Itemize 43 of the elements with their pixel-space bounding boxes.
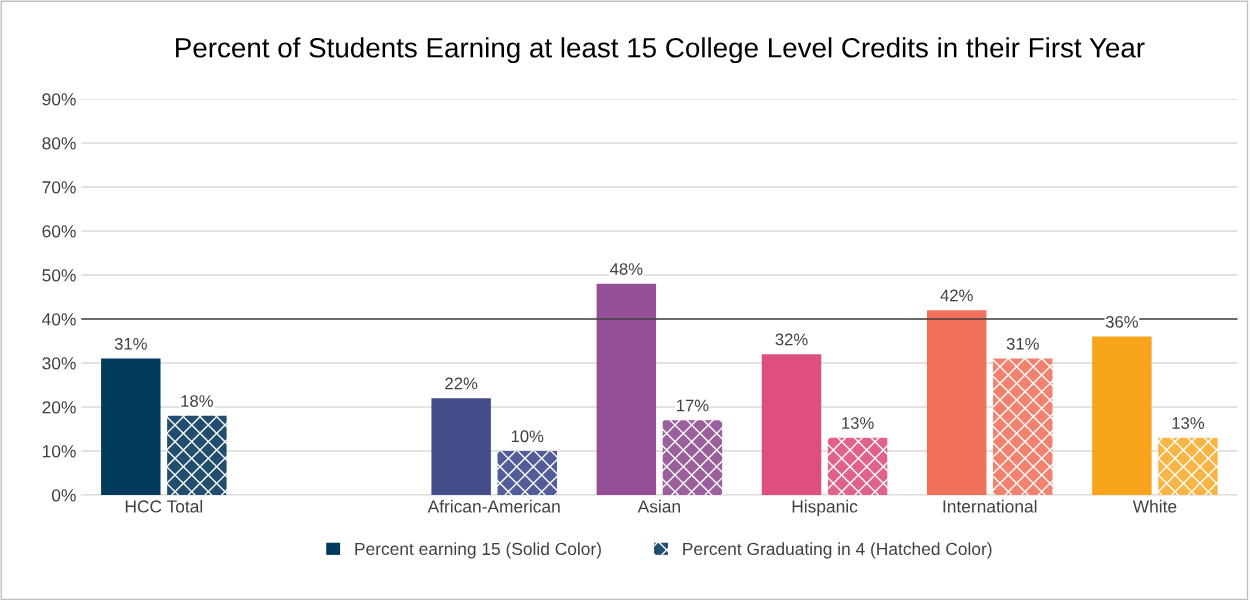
- data-label: 48%: [610, 263, 643, 275]
- bar: [431, 398, 491, 495]
- bar: [1092, 336, 1152, 495]
- bar: [662, 420, 723, 495]
- x-tick-label: International: [943, 499, 1037, 513]
- data-label: 31%: [1006, 337, 1039, 350]
- y-tick-label: 10%: [42, 445, 76, 458]
- bar: [993, 358, 1053, 495]
- bar: [167, 415, 227, 495]
- bar: [596, 283, 657, 495]
- data-label: 31%: [114, 337, 147, 350]
- y-tick-label: 60%: [42, 225, 76, 238]
- bar: [926, 310, 987, 495]
- data-label: 17%: [677, 399, 709, 412]
- chart-title: Percent of Students Earning at least 15 College Level Credits in their First Year: [176, 37, 1145, 64]
- y-tick-label: 80%: [42, 137, 76, 150]
- y-tick-label: 20%: [42, 401, 76, 414]
- y-tick-label: 90%: [42, 93, 76, 106]
- y-tick-label: 50%: [42, 269, 76, 282]
- y-tick-label: 70%: [42, 181, 76, 194]
- bar: [101, 358, 161, 495]
- x-tick-label: Asian: [637, 499, 680, 513]
- x-tick-label: African-American: [427, 499, 560, 513]
- data-label: 10%: [511, 430, 544, 443]
- data-label: 18%: [181, 395, 213, 407]
- data-label: 13%: [842, 417, 874, 429]
- x-tick-label: Hispanic: [792, 499, 858, 517]
- y-tick-label: 30%: [42, 357, 76, 370]
- data-label: 32%: [775, 333, 808, 346]
- y-tick-label: 40%: [42, 313, 76, 326]
- data-label: 36%: [1105, 315, 1138, 328]
- data-label: 22%: [445, 377, 478, 390]
- x-tick-label: White: [1132, 499, 1177, 513]
- x-tick-label: HCC Total: [125, 499, 203, 513]
- bar: [497, 451, 557, 495]
- bar: [761, 354, 822, 495]
- legend-label: Percent Graduating in 4 (Hatched Color): [683, 542, 992, 559]
- bar: [827, 437, 888, 495]
- bar: [1158, 437, 1218, 495]
- data-label: 42%: [940, 289, 973, 302]
- legend-label: Percent earning 15 (Solid Color): [355, 542, 601, 559]
- y-tick-label: 0%: [51, 489, 76, 502]
- data-label: 13%: [1172, 417, 1205, 429]
